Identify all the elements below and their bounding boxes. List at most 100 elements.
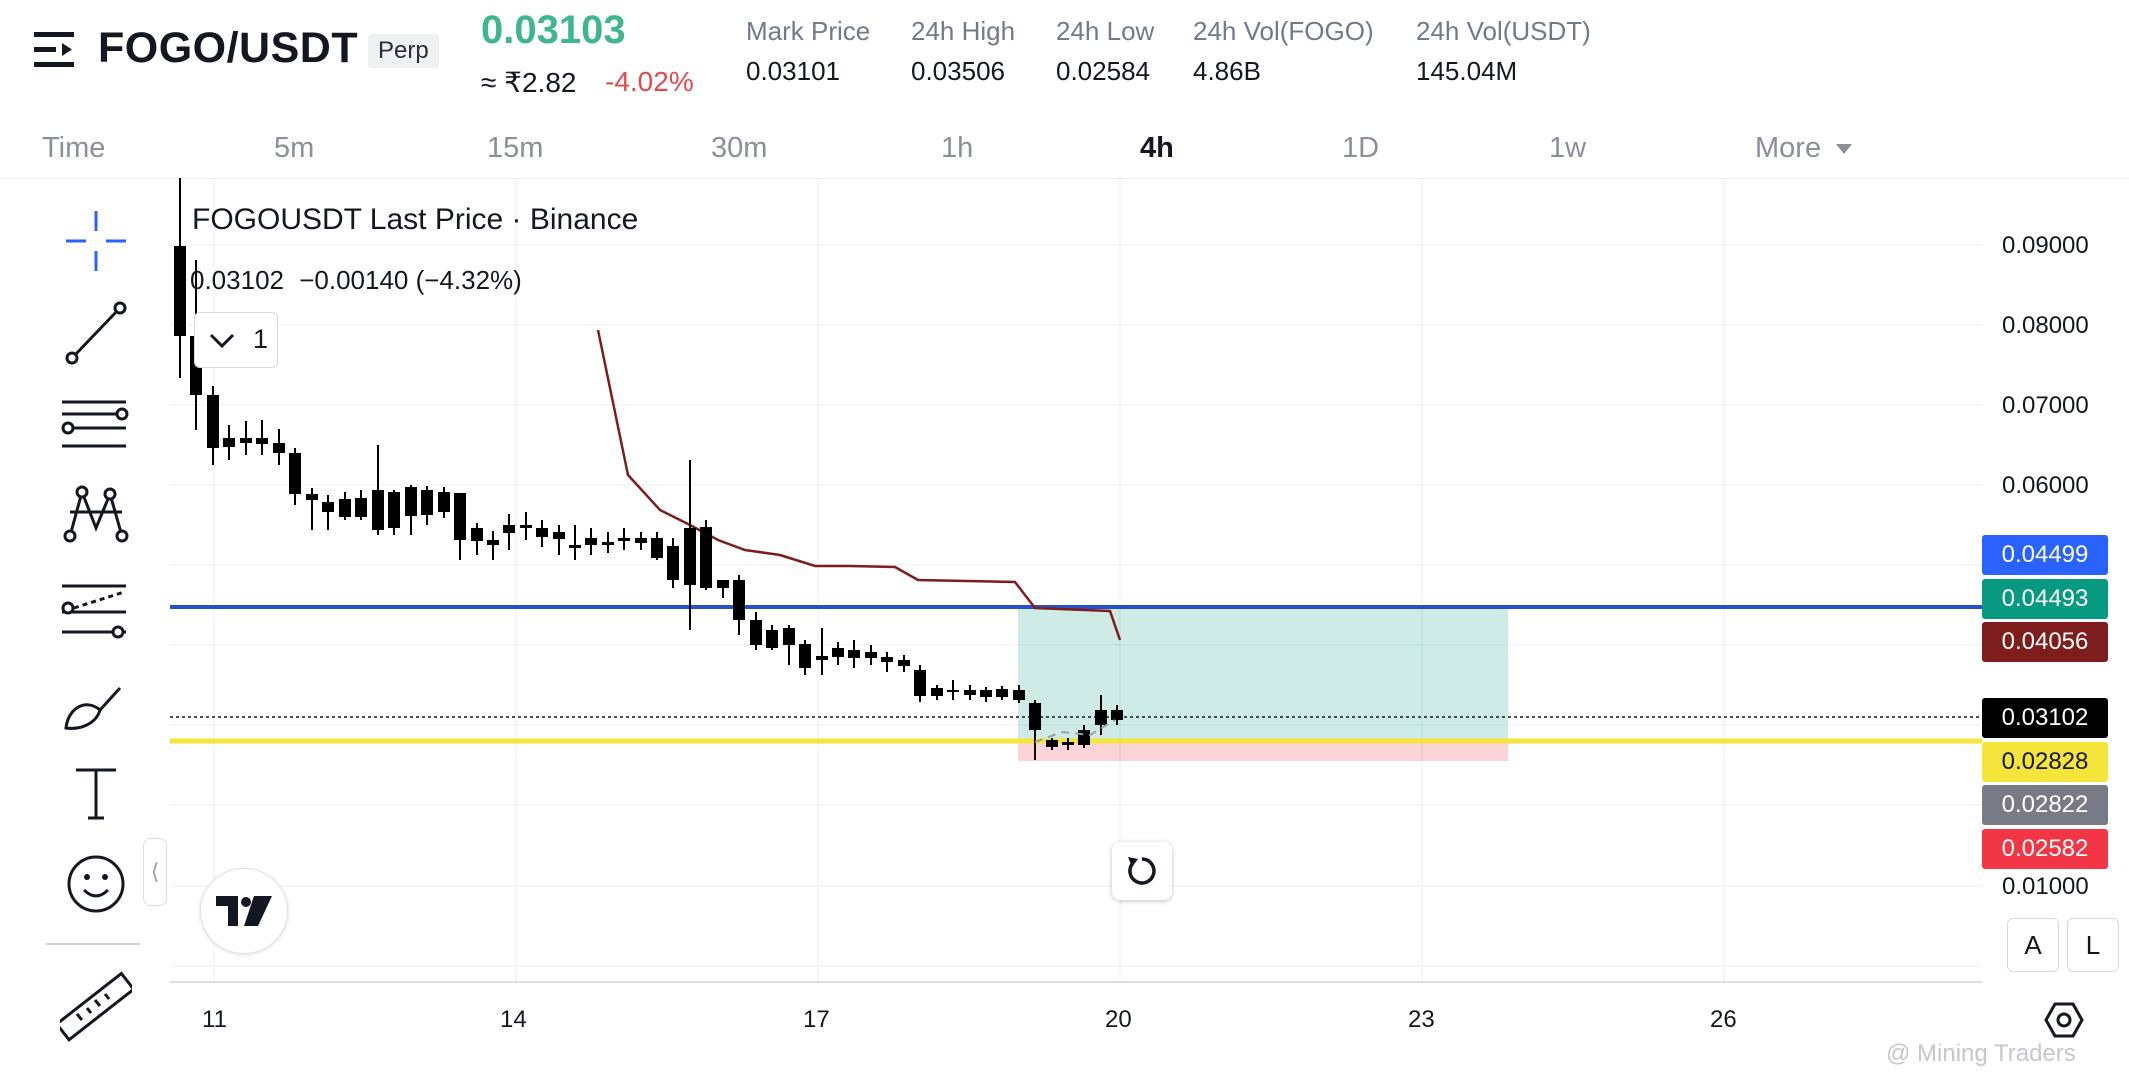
forecast-icon[interactable] [60, 572, 132, 644]
candle-body [174, 246, 186, 336]
projection-line [1034, 719, 1116, 743]
candle-body [865, 652, 877, 658]
price-axis-label: 0.01000 [2002, 873, 2089, 900]
candle-body [421, 490, 433, 515]
horizontal-lines-icon[interactable] [60, 388, 132, 460]
menu-icon[interactable] [34, 30, 78, 70]
price-tag-blue-line: 0.04499 [1982, 535, 2108, 575]
reset-chart-button[interactable] [1112, 842, 1172, 900]
chart-legend-values: 0.03102 −0.00140 (−4.32%) [190, 265, 522, 296]
last-price: 0.03103 [481, 8, 626, 52]
candle-body [1078, 730, 1090, 745]
mark-price-value: 0.03101 [746, 56, 840, 86]
candle-body [651, 538, 663, 558]
candle-body [322, 502, 334, 512]
candle-body [832, 648, 844, 657]
crosshair-icon[interactable] [60, 205, 132, 277]
pattern-icon[interactable] [60, 478, 132, 550]
inr-price: ≈ ₹2.82 [481, 67, 577, 98]
date-axis-label: 11 [202, 1006, 227, 1033]
candle-body [487, 540, 499, 545]
candle-body [223, 438, 235, 447]
indicator-toggle-button[interactable]: 1 [194, 312, 278, 368]
candle-body [306, 494, 318, 500]
ruler-icon[interactable] [60, 970, 132, 1042]
candle-body [536, 528, 548, 537]
tab-5m[interactable]: 5m [274, 132, 315, 164]
price-axis-label: 0.07000 [2002, 392, 2089, 419]
candle-body [438, 492, 450, 512]
high-24h-value: 0.03506 [911, 56, 1005, 86]
tab-30m[interactable]: 30m [711, 132, 768, 164]
emoji-icon[interactable] [60, 848, 132, 920]
watermark-text: @ Mining Traders [1886, 1040, 2076, 1067]
chart-settings-icon[interactable] [2044, 1000, 2084, 1040]
candle-body [733, 580, 745, 620]
low-24h-value: 0.02584 [1056, 56, 1150, 86]
candle-body [207, 395, 219, 448]
candle-body [964, 690, 976, 695]
trend-line-icon[interactable] [60, 296, 132, 368]
chart-grid [170, 180, 1982, 983]
candle-body [471, 528, 483, 541]
tab-1w[interactable]: 1w [1549, 132, 1587, 164]
timeframe-bar: Time 5m 15m 30m 1h 4h 1D 1w More [0, 126, 2129, 179]
tab-15m[interactable]: 15m [487, 132, 544, 164]
tab-time[interactable]: Time [42, 132, 106, 164]
candle-body [635, 538, 647, 543]
symbol-name[interactable]: FOGO/USDT [98, 24, 359, 72]
candle-body [783, 628, 795, 645]
candle-body [816, 656, 828, 660]
candle-body [881, 657, 893, 662]
candle-body [585, 538, 597, 545]
candle-body [1013, 690, 1025, 700]
candle-body [667, 546, 679, 580]
candle-body [618, 538, 630, 541]
price-axis-label: 0.06000 [2002, 472, 2089, 499]
vol-usdt-label: 24h Vol(USDT) [1416, 16, 1591, 46]
candle-body [503, 525, 515, 533]
date-axis-label: 23 [1408, 1006, 1435, 1033]
candle-body [1046, 740, 1058, 747]
brush-icon[interactable] [60, 668, 132, 740]
vol-usdt-value: 145.04M [1416, 56, 1518, 86]
tab-4h[interactable]: 4h [1140, 132, 1174, 164]
candle-body [700, 527, 712, 588]
candle-body [1111, 710, 1123, 720]
high-24h-label: 24h High [911, 16, 1016, 46]
candle-body [240, 438, 252, 443]
candle-body [799, 644, 811, 668]
toolbar-divider [46, 943, 140, 945]
candle-body [914, 670, 926, 696]
price-axis-label: 0.09000 [2002, 232, 2089, 259]
date-axis-label: 14 [500, 1006, 527, 1033]
log-scale-button[interactable]: L [2067, 918, 2119, 972]
candle-body [931, 688, 943, 696]
candle-body [1095, 710, 1107, 725]
tradingview-logo[interactable] [200, 868, 288, 954]
candle-body [273, 443, 285, 453]
price-axis-label: 0.08000 [2002, 312, 2089, 339]
candle-body [1029, 703, 1041, 730]
date-axis-label: 17 [803, 1006, 830, 1033]
candle-body [289, 453, 301, 494]
tab-1h[interactable]: 1h [941, 132, 974, 164]
candle-body [355, 498, 367, 517]
indicator-line [596, 329, 1122, 641]
tab-more[interactable]: More [1755, 132, 1853, 165]
low-24h-label: 24h Low [1056, 16, 1155, 46]
position-loss-zone [1018, 741, 1508, 761]
candle-body [1062, 742, 1074, 745]
text-icon[interactable] [60, 756, 132, 828]
candle-body [898, 660, 910, 666]
legend-last-value: 0.03102 [190, 265, 284, 295]
market-header: FOGO/USDT Perp 0.03103 ≈ ₹2.82 -4.02% Ma… [0, 0, 2129, 120]
vol-fogo-label: 24h Vol(FOGO) [1193, 16, 1374, 46]
date-axis-label: 26 [1710, 1006, 1737, 1033]
candle-body [569, 545, 581, 548]
change-percent: -4.02% [605, 66, 694, 97]
tab-1d[interactable]: 1D [1342, 132, 1380, 164]
auto-scale-button[interactable]: A [2007, 918, 2059, 972]
toolbar-collapse-button[interactable]: ⟨ [143, 838, 167, 906]
candle-body [766, 630, 778, 648]
